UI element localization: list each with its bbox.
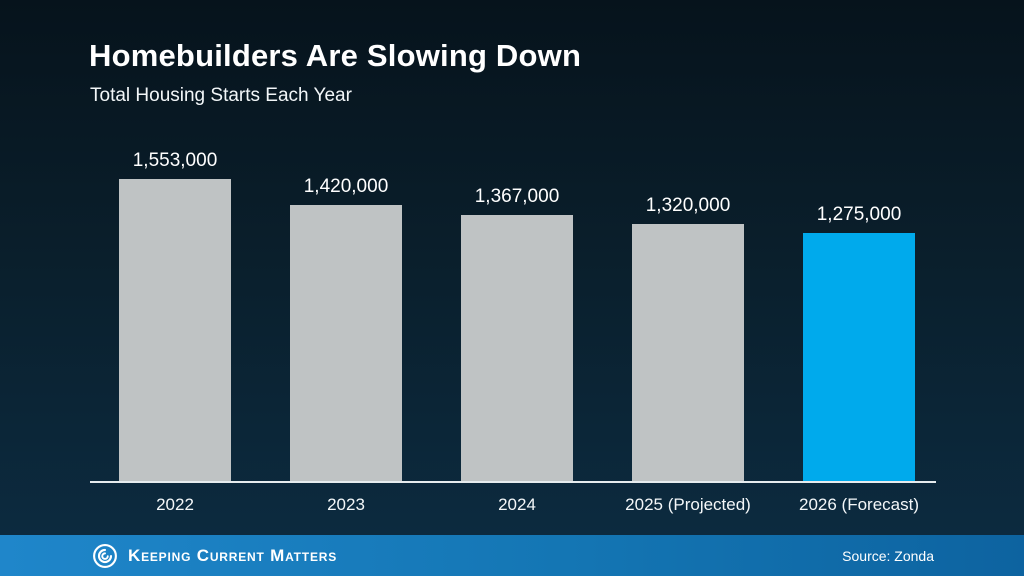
x-axis-tick-label: 2026 (Forecast) [799, 495, 919, 514]
bar-2024 [461, 215, 573, 481]
bar-value-label: 1,275,000 [816, 204, 902, 225]
footer-bar: Keeping Current Matters Source: Zonda [0, 535, 1024, 576]
page-title: Homebuilders Are Slowing Down [89, 38, 582, 73]
x-axis-tick-label: 2025 (Projected) [625, 495, 751, 514]
bar-2022 [119, 179, 231, 481]
kcm-spiral-icon [93, 543, 117, 568]
source-attribution: Source: Zonda [842, 547, 934, 564]
chart-subtitle: Total Housing Starts Each Year [90, 85, 352, 106]
bar-2026 (Forecast) [803, 233, 915, 481]
bar-value-label: 1,420,000 [303, 176, 389, 197]
bar-value-label: 1,320,000 [645, 195, 731, 216]
bar-chart: 1,553,000 2022 1,420,000 2023 1,367,000 2024 1… [90, 150, 936, 514]
brand-name: Keeping Current Matters [128, 545, 338, 565]
x-axis-tick-label: 2022 [156, 495, 194, 514]
bar-2023 [290, 205, 402, 481]
bar-2025 (Projected) [632, 224, 744, 481]
bar-value-label: 1,553,000 [132, 150, 218, 171]
x-axis-tick-label: 2023 [327, 495, 365, 514]
x-axis-tick-label: 2024 [498, 495, 536, 514]
bar-value-label: 1,367,000 [474, 186, 560, 207]
x-axis-line [90, 481, 936, 483]
